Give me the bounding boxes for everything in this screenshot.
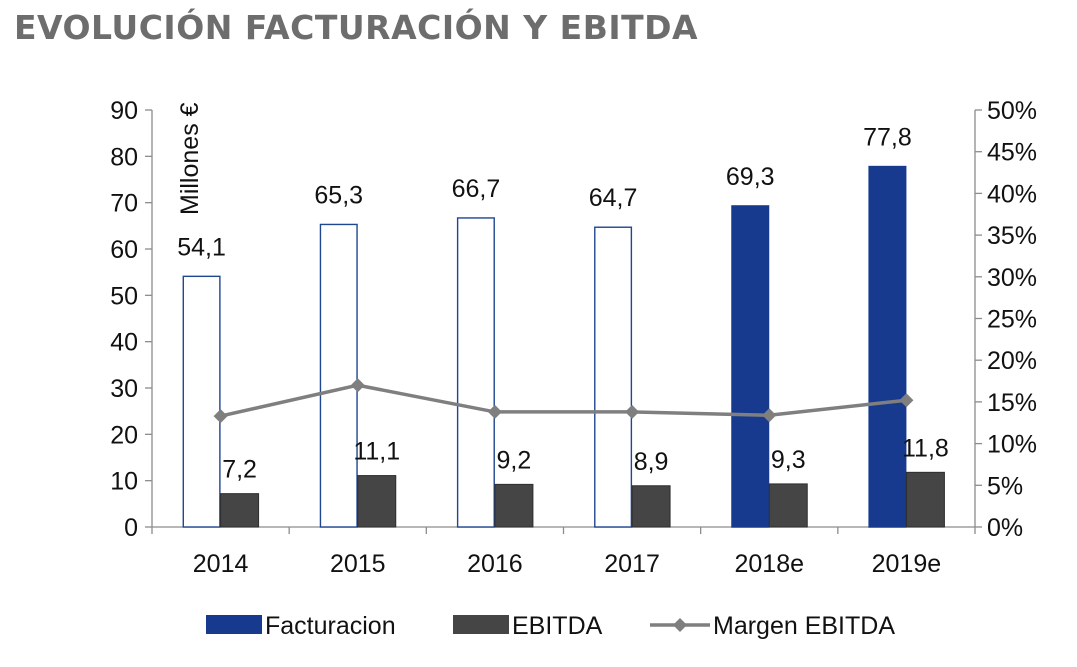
facturacion-bar	[731, 205, 770, 528]
left-y-tick-label: 30	[110, 375, 138, 403]
right-y-tick-label: 45%	[987, 139, 1037, 167]
margen-ebitda-point	[762, 408, 777, 423]
right-y-tick-label: 0%	[987, 514, 1023, 542]
legend-label-facturacion: Facturacion	[265, 612, 396, 640]
facturacion-data-label: 65,3	[314, 181, 363, 209]
legend-swatch-margen-marker	[673, 618, 687, 632]
margen-ebitda-point	[350, 378, 365, 393]
right-y-tick-label: 10%	[987, 431, 1037, 459]
right-y-tick-label: 35%	[987, 222, 1037, 250]
right-y-tick-label: 25%	[987, 306, 1037, 334]
ebitda-bar	[357, 475, 397, 528]
ebitda-bar	[220, 493, 260, 528]
margen-ebitda-point	[213, 409, 228, 424]
facturacion-bar	[594, 226, 633, 528]
legend-label-margen-ebitda: Margen EBITDA	[713, 612, 895, 640]
ebitda-data-label: 7,2	[222, 456, 257, 484]
right-y-tick-label: 30%	[987, 264, 1037, 292]
left-y-tick-label: 90	[110, 97, 138, 125]
ebitda-bar	[631, 485, 671, 528]
facturacion-bar	[182, 275, 221, 528]
ebitda-data-label: 9,2	[497, 446, 532, 474]
margen-ebitda-line	[220, 383, 907, 418]
left-y-tick-label: 80	[110, 143, 138, 171]
ebitda-data-label: 8,9	[634, 448, 669, 476]
facturacion-bar	[319, 223, 358, 528]
facturacion-data-label: 64,7	[589, 184, 638, 212]
facturacion-data-label: 77,8	[863, 124, 912, 152]
right-y-tick-label: 50%	[987, 97, 1037, 125]
ebitda-data-label: 11,1	[353, 438, 400, 466]
right-y-tick-label: 5%	[987, 472, 1023, 500]
legend-swatch-ebitda	[453, 615, 509, 634]
left-y-tick-label: 0	[124, 514, 138, 542]
facturacion-data-label: 66,7	[452, 175, 501, 203]
ebitda-bar	[768, 483, 808, 528]
page-title: EVOLUCIÓN FACTURACIÓN Y EBITDA	[14, 8, 699, 47]
facturacion-bar	[868, 165, 907, 528]
x-tick-label: 2014	[193, 550, 249, 578]
ebitda-bar	[905, 471, 945, 528]
left-y-tick-label: 50	[110, 282, 138, 310]
x-tick-label: 2017	[604, 550, 660, 578]
ebitda-data-label: 9,3	[771, 446, 806, 474]
margen-ebitda-point	[899, 393, 914, 408]
margen-ebitda-point	[487, 404, 502, 419]
left-y-tick-label: 20	[110, 421, 138, 449]
x-tick-label: 2018e	[734, 550, 804, 578]
legend-swatch-facturacion	[206, 615, 262, 634]
right-y-tick-label: 15%	[987, 389, 1037, 417]
x-tick-label: 2019e	[872, 550, 942, 578]
margen-ebitda-point	[625, 404, 640, 419]
left-y-tick-label: 40	[110, 329, 138, 357]
x-tick-label: 2015	[330, 550, 386, 578]
y-axis-title: Millones €	[176, 102, 204, 215]
legend-label-ebitda: EBITDA	[512, 612, 603, 640]
facturacion-data-label: 54,1	[177, 233, 226, 261]
right-y-tick-label: 20%	[987, 347, 1037, 375]
x-tick-label: 2016	[467, 550, 523, 578]
left-y-tick-label: 60	[110, 236, 138, 264]
left-y-tick-label: 10	[110, 468, 138, 496]
right-y-tick-label: 40%	[987, 180, 1037, 208]
left-y-tick-label: 70	[110, 190, 138, 218]
ebitda-bar	[494, 483, 534, 528]
facturacion-bar	[456, 217, 495, 528]
ebitda-data-label: 11,8	[902, 434, 949, 462]
facturacion-data-label: 69,3	[726, 163, 775, 191]
